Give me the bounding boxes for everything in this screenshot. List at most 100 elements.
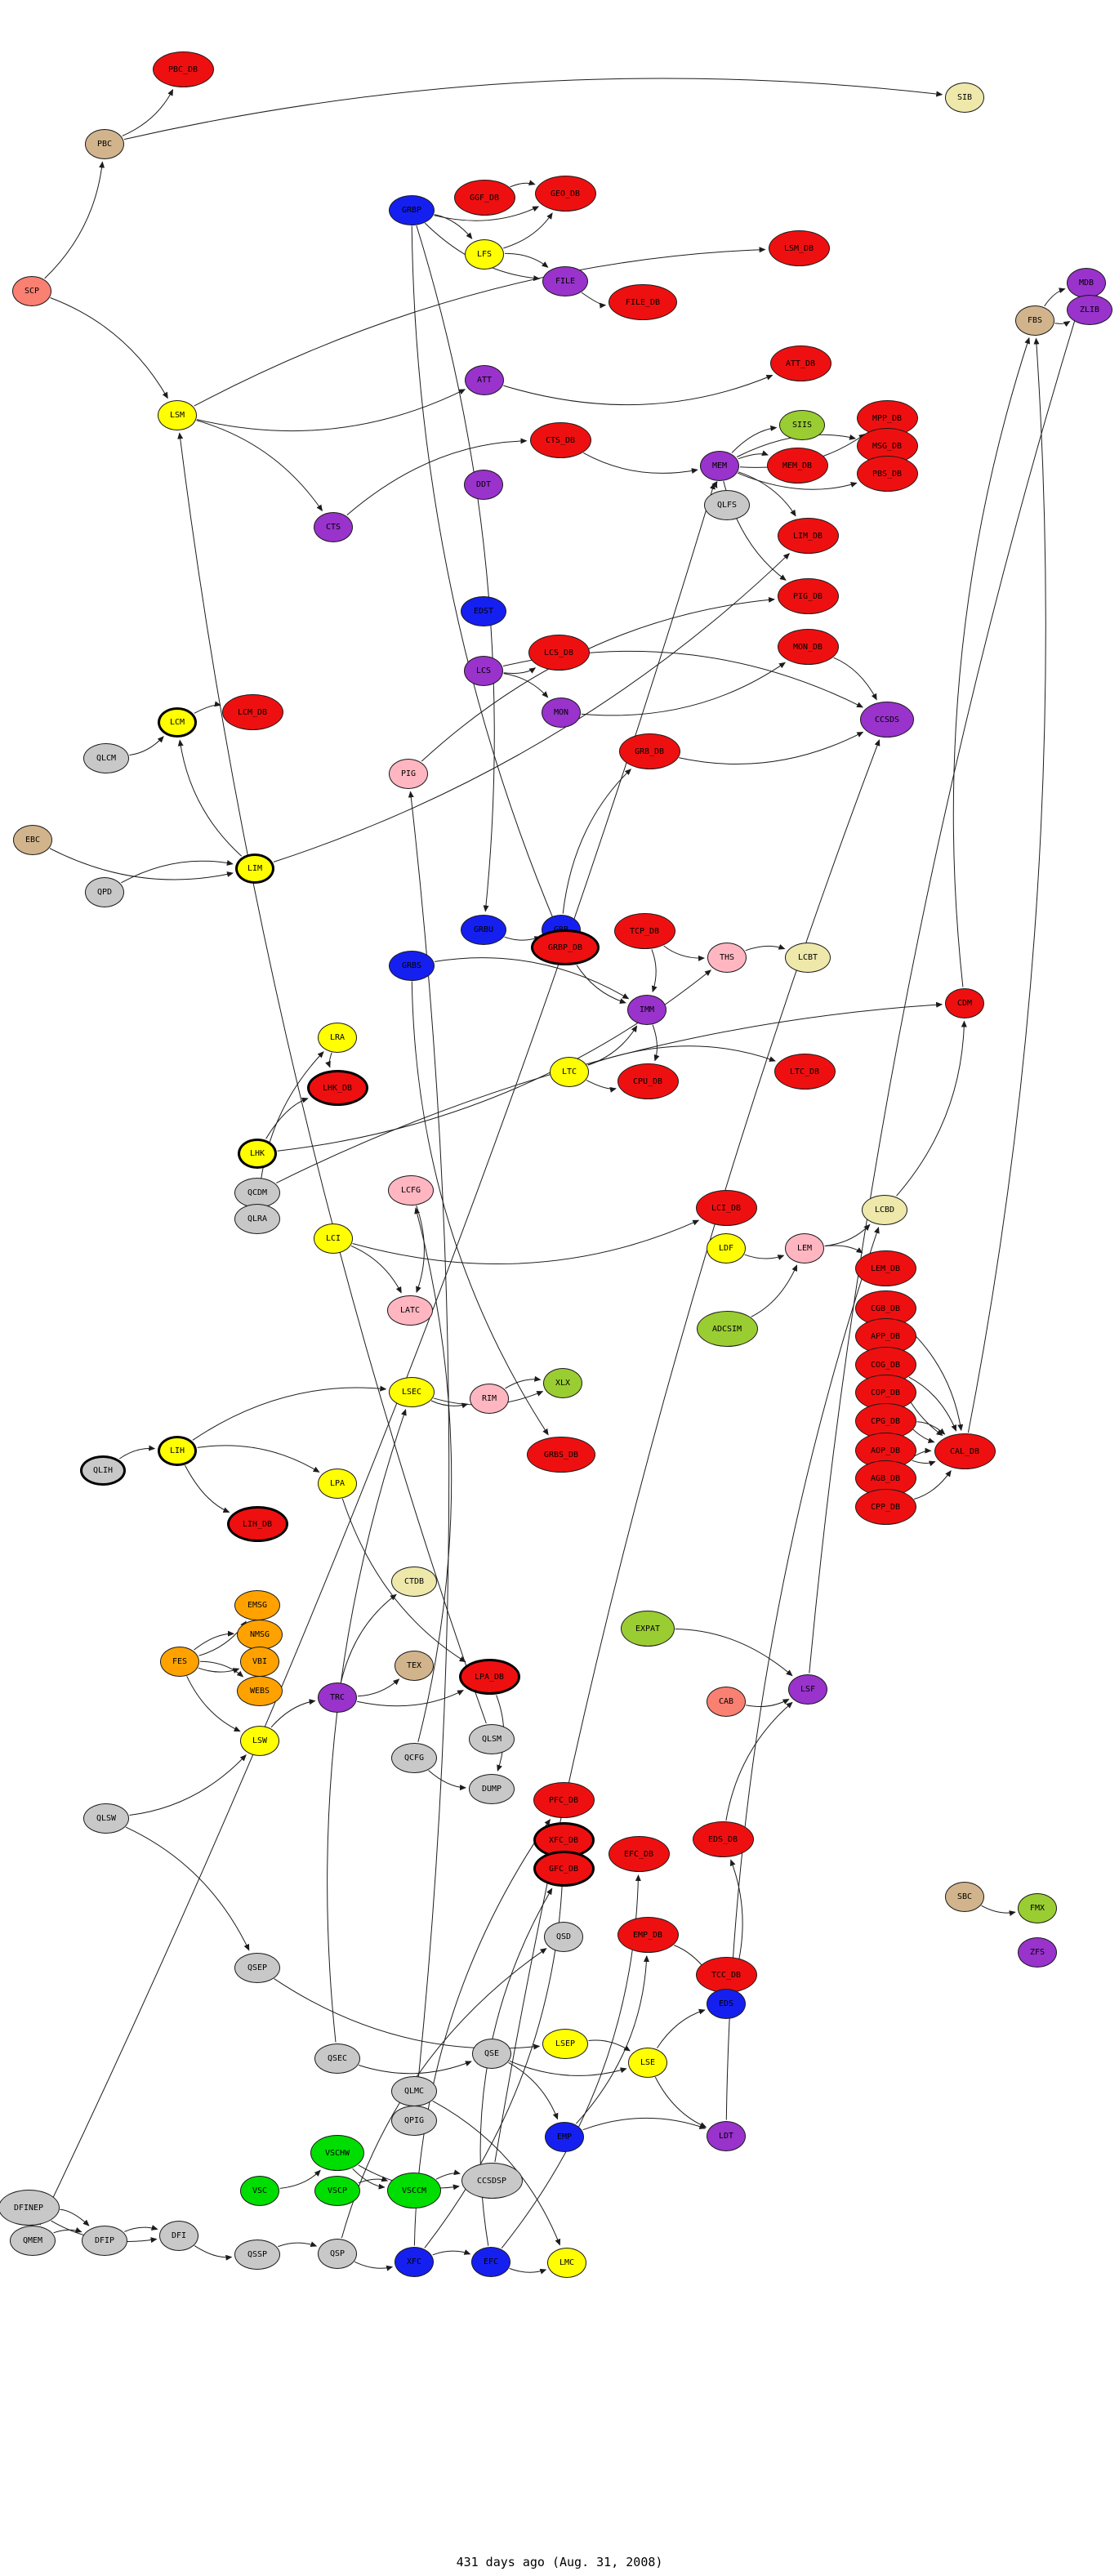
node-qsd[interactable]: QSD	[544, 1921, 583, 1952]
node-pbc_db[interactable]: PBC_DB	[152, 51, 214, 87]
node-dump[interactable]: DUMP	[469, 1773, 515, 1804]
node-fes[interactable]: FES	[160, 1646, 199, 1677]
node-mon[interactable]: MON	[542, 697, 581, 728]
node-grbs_db[interactable]: GRBS_DB	[526, 1437, 596, 1473]
node-att[interactable]: ATT	[465, 364, 504, 395]
node-lmc[interactable]: LMC	[547, 2247, 586, 2278]
node-qlsm[interactable]: QLSM	[469, 1723, 515, 1754]
node-lci[interactable]: LCI	[314, 1223, 353, 1254]
node-cog_db[interactable]: COG_DB	[854, 1347, 916, 1383]
node-lim_db[interactable]: LIM_DB	[777, 518, 839, 554]
node-qpd[interactable]: QPD	[85, 876, 124, 907]
node-efc[interactable]: EFC	[471, 2246, 510, 2277]
node-qpig[interactable]: QPIG	[391, 2105, 437, 2136]
node-cts[interactable]: CTS	[314, 511, 353, 542]
node-edst[interactable]: EDST	[461, 595, 506, 626]
node-sbc[interactable]: SBC	[945, 1881, 984, 1912]
node-grbs[interactable]: GRBS	[389, 950, 435, 981]
node-lem[interactable]: LEM	[785, 1232, 824, 1263]
node-lcs_db[interactable]: LCS_DB	[528, 635, 590, 671]
node-lcs[interactable]: LCS	[464, 655, 503, 686]
node-lci_db[interactable]: LCI_DB	[695, 1190, 757, 1226]
node-grbu[interactable]: GRBU	[461, 914, 506, 945]
node-emsg[interactable]: EMSG	[234, 1589, 280, 1620]
node-vsc[interactable]: VSC	[240, 2175, 279, 2206]
node-dfi[interactable]: DFI	[159, 2220, 198, 2251]
node-pfc_db[interactable]: PFC_DB	[533, 1782, 595, 1818]
node-rim[interactable]: RIM	[470, 1383, 509, 1414]
node-cpu_db[interactable]: CPU_DB	[617, 1063, 679, 1099]
node-lpa[interactable]: LPA	[318, 1468, 357, 1499]
node-lpa_db[interactable]: LPA_DB	[458, 1659, 520, 1695]
node-qmem[interactable]: QMEM	[10, 2225, 56, 2256]
node-cts_db[interactable]: CTS_DB	[529, 422, 591, 458]
node-siis[interactable]: SIIS	[779, 409, 825, 440]
node-trc[interactable]: TRC	[318, 1682, 357, 1713]
node-lih_db[interactable]: LIH_DB	[226, 1506, 288, 1542]
node-qlfs[interactable]: QLFS	[704, 489, 750, 520]
node-geo_db[interactable]: GEO_DB	[534, 176, 596, 212]
node-ccsds[interactable]: CCSDS	[860, 702, 914, 738]
node-lra[interactable]: LRA	[318, 1022, 357, 1053]
node-tcp_db[interactable]: TCP_DB	[613, 913, 675, 949]
node-ldt[interactable]: LDT	[707, 2120, 746, 2151]
node-zfs[interactable]: ZFS	[1018, 1936, 1057, 1968]
node-qse[interactable]: QSE	[472, 2038, 511, 2069]
node-mon_db[interactable]: MON_DB	[777, 629, 839, 665]
node-lsw[interactable]: LSW	[240, 1725, 279, 1756]
node-qlmc[interactable]: QLMC	[391, 2075, 437, 2106]
node-ebc[interactable]: EBC	[13, 824, 52, 855]
node-pbs_db[interactable]: PBS_DB	[856, 456, 918, 492]
node-mem_db[interactable]: MEM_DB	[766, 448, 828, 484]
node-lsep[interactable]: LSEP	[542, 2028, 588, 2059]
node-lsm_db[interactable]: LSM_DB	[768, 230, 830, 266]
node-cab[interactable]: CAB	[707, 1686, 746, 1717]
node-lcbd[interactable]: LCBD	[862, 1194, 907, 1225]
node-qlcm[interactable]: QLCM	[83, 742, 129, 773]
node-grb_db[interactable]: GRB_DB	[618, 733, 680, 769]
node-vsccm[interactable]: VSCCM	[387, 2173, 441, 2208]
node-ltc[interactable]: LTC	[550, 1056, 589, 1087]
node-lfs[interactable]: LFS	[465, 238, 504, 270]
node-grbp[interactable]: GRBP	[389, 194, 435, 225]
node-qsep[interactable]: QSEP	[234, 1952, 280, 1983]
node-eds[interactable]: EDS	[707, 1988, 746, 2019]
node-lsec[interactable]: LSEC	[389, 1376, 435, 1407]
node-lsf[interactable]: LSF	[788, 1674, 827, 1705]
node-ccsdsp[interactable]: CCSDSP	[461, 2163, 523, 2199]
node-lcfg[interactable]: LCFG	[388, 1174, 434, 1206]
node-lse[interactable]: LSE	[628, 2047, 667, 2078]
node-pbc[interactable]: PBC	[85, 128, 124, 159]
node-zlib[interactable]: ZLIB	[1067, 294, 1112, 325]
node-ths[interactable]: THS	[707, 942, 747, 973]
node-file[interactable]: FILE	[542, 265, 588, 296]
node-xfc[interactable]: XFC	[395, 2246, 434, 2277]
node-vbi[interactable]: VBI	[240, 1646, 279, 1677]
node-ctdb[interactable]: CTDB	[391, 1566, 437, 1597]
node-emp_db[interactable]: EMP_DB	[617, 1917, 679, 1953]
node-scp[interactable]: SCP	[12, 275, 51, 306]
node-qcdm[interactable]: QCDM	[234, 1177, 280, 1208]
node-lem_db[interactable]: LEM_DB	[854, 1250, 916, 1286]
node-ltc_db[interactable]: LTC_DB	[773, 1054, 836, 1090]
node-nmsg[interactable]: NMSG	[237, 1619, 283, 1650]
node-qcfg[interactable]: QCFG	[391, 1742, 437, 1773]
node-tcc_db[interactable]: TCC_DB	[695, 1957, 757, 1993]
node-emp[interactable]: EMP	[545, 2121, 584, 2152]
node-vschw[interactable]: VSCHW	[310, 2135, 364, 2171]
node-webs[interactable]: WEBS	[237, 1675, 283, 1706]
node-qsec[interactable]: QSEC	[314, 2043, 360, 2074]
node-pig[interactable]: PIG	[389, 758, 428, 789]
node-gfc_db[interactable]: GFC_DB	[533, 1851, 595, 1887]
node-tex[interactable]: TEX	[395, 1650, 434, 1681]
node-vscp[interactable]: VSCP	[314, 2175, 360, 2206]
node-ldf[interactable]: LDF	[707, 1232, 746, 1263]
node-qssp[interactable]: QSSP	[234, 2239, 280, 2270]
node-lcm[interactable]: LCM	[158, 706, 197, 738]
node-dfinep[interactable]: DFINEP	[0, 2190, 60, 2226]
node-cpp_db[interactable]: CPP_DB	[854, 1489, 916, 1525]
node-eds_db[interactable]: EDS_DB	[692, 1821, 754, 1857]
node-pig_db[interactable]: PIG_DB	[777, 578, 839, 614]
node-mdb[interactable]: MDB	[1067, 267, 1106, 298]
node-grbp_db[interactable]: GRBP_DB	[530, 929, 600, 965]
